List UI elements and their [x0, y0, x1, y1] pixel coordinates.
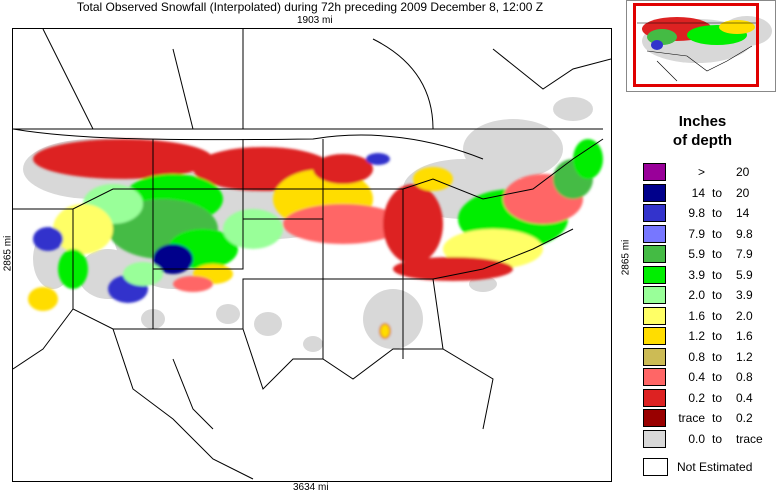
legend-not-estimated-label: Not Estimated — [677, 460, 753, 474]
legend-item: trace to 0.2 — [643, 408, 771, 429]
legend-item: 7.9 to 9.8 — [643, 224, 771, 245]
legend-to-label: to — [712, 431, 723, 446]
legend-title-line2: of depth — [672, 132, 733, 149]
legend-swatch — [643, 163, 666, 181]
legend-not-estimated-swatch — [643, 458, 668, 476]
legend-item: 5.9 to 7.9 — [643, 244, 771, 265]
legend-swatch — [643, 409, 666, 427]
legend-low-value: trace — [678, 411, 705, 425]
legend: >20 14 to 20 9.8 to 14 7.9 to 9.8 5.9 to 7.9 3.9 to 5.9… — [643, 162, 771, 449]
legend-to-label: to — [712, 247, 723, 261]
legend-to-label: to — [712, 370, 723, 384]
legend-item: 0.0 to trace — [643, 429, 771, 450]
legend-item: 3.9 to 5.9 — [643, 265, 771, 286]
legend-swatch — [643, 306, 666, 325]
legend-title-line1: Inches — [678, 113, 727, 130]
legend-high-value: 20 — [736, 165, 750, 179]
legend-item: 9.8 to 14 — [643, 203, 771, 224]
legend-high-value: 1.2 — [736, 349, 753, 364]
legend-low-value: 3.9 — [688, 267, 705, 282]
legend-swatch — [643, 327, 666, 345]
legend-swatch — [643, 245, 666, 263]
legend-high-value: 0.4 — [736, 390, 753, 405]
legend-swatch — [643, 286, 666, 304]
legend-to-label: to — [712, 329, 723, 343]
legend-low-value: 0.8 — [688, 349, 705, 364]
snowfall-map[interactable] — [12, 28, 612, 482]
legend-high-value: 9.8 — [736, 226, 753, 241]
legend-to-label: to — [712, 288, 723, 302]
legend-to-label: to — [712, 185, 723, 200]
legend-low-value: 9.8 — [688, 206, 705, 220]
legend-to-label: to — [712, 206, 723, 220]
legend-to-label: to — [712, 267, 723, 282]
legend-to-label: to — [712, 308, 723, 323]
legend-swatch — [643, 368, 666, 386]
legend-item: >20 — [643, 162, 771, 183]
distance-top-label: 1903 mi — [297, 15, 333, 26]
distance-bottom-label: 3634 mi — [293, 482, 329, 493]
legend-item: 0.4 to 0.8 — [643, 367, 771, 388]
legend-swatch — [643, 388, 666, 407]
legend-high-value: 2.0 — [736, 308, 753, 323]
legend-low-value: 0.0 — [688, 431, 705, 446]
legend-low-value: 0.4 — [688, 370, 705, 384]
legend-swatch — [643, 204, 666, 222]
legend-high-value: 5.9 — [736, 267, 753, 282]
legend-swatch — [643, 224, 666, 243]
legend-item: 14 to 20 — [643, 183, 771, 204]
legend-low-value: 0.2 — [688, 390, 705, 405]
legend-swatch — [643, 265, 666, 284]
legend-low-value: 5.9 — [688, 247, 705, 261]
legend-swatch — [643, 183, 666, 202]
overview-inset[interactable] — [626, 0, 776, 92]
legend-low-value: > — [697, 165, 705, 179]
legend-high-value: 20 — [736, 185, 750, 200]
legend-not-estimated: Not Estimated — [643, 456, 773, 478]
snowfall-map-graphic — [13, 29, 611, 480]
legend-low-value: 14 — [691, 185, 705, 200]
legend-item: 0.8 to 1.2 — [643, 347, 771, 368]
legend-low-value: 1.6 — [688, 308, 705, 323]
legend-low-value: 2.0 — [688, 288, 705, 302]
distance-right-label: 2865 mi — [620, 239, 632, 276]
legend-high-value: 1.6 — [736, 329, 753, 343]
legend-item: 1.2 to 1.6 — [643, 326, 771, 347]
legend-to-label: to — [712, 349, 723, 364]
legend-swatch — [643, 347, 666, 366]
legend-to-label: to — [712, 411, 723, 425]
map-title: Total Observed Snowfall (Interpolated) d… — [76, 0, 544, 14]
legend-to-label: to — [712, 390, 723, 405]
legend-high-value: 0.8 — [736, 370, 753, 384]
legend-title: Inches of depth — [640, 112, 765, 150]
overview-map-graphic — [627, 1, 775, 91]
legend-to-label: to — [712, 226, 723, 241]
legend-high-value: trace — [736, 431, 763, 446]
legend-high-value: 3.9 — [736, 288, 753, 302]
legend-item: 0.2 to 0.4 — [643, 388, 771, 409]
legend-high-value: 14 — [736, 206, 750, 220]
legend-low-value: 7.9 — [688, 226, 705, 241]
legend-high-value: 0.2 — [736, 411, 753, 425]
legend-item: 2.0 to 3.9 — [643, 285, 771, 306]
inset-viewport-frame — [633, 3, 759, 87]
legend-item: 1.6 to 2.0 — [643, 306, 771, 327]
legend-high-value: 7.9 — [736, 247, 753, 261]
legend-low-value: 1.2 — [688, 329, 705, 343]
legend-swatch — [643, 429, 666, 448]
